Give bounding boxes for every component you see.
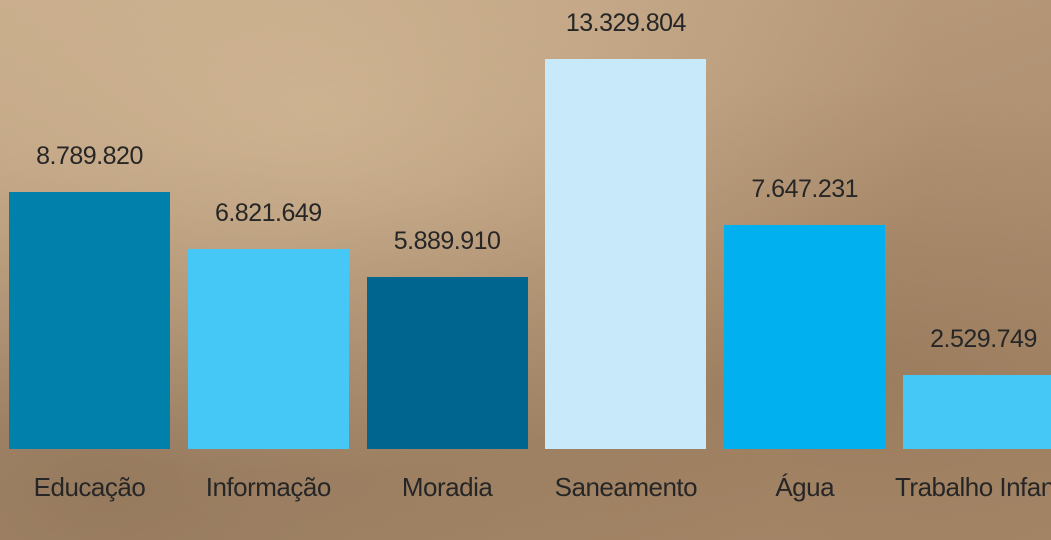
bar [367,277,528,449]
bar [903,375,1051,449]
bar [545,59,706,449]
value-label: 6.821.649 [168,197,369,229]
category-label: Educação [0,471,180,503]
category-label: Moradia [357,471,538,503]
chart: 8.789.820 Educação 6.821.649 Informação 5.88… [0,0,1051,540]
bar [724,225,885,449]
value-label: 13.329.804 [525,7,726,39]
category-label: Informação [178,471,359,503]
category-label: Água [714,471,895,503]
bar [188,249,349,449]
bar [9,192,170,449]
category-label: Trabalho Infantil [893,471,1051,503]
value-label: 7.647.231 [704,173,905,205]
value-label: 8.789.820 [0,140,190,172]
value-label: 2.529.749 [883,323,1051,355]
value-label: 5.889.910 [347,225,548,257]
category-label: Saneamento [535,471,716,503]
